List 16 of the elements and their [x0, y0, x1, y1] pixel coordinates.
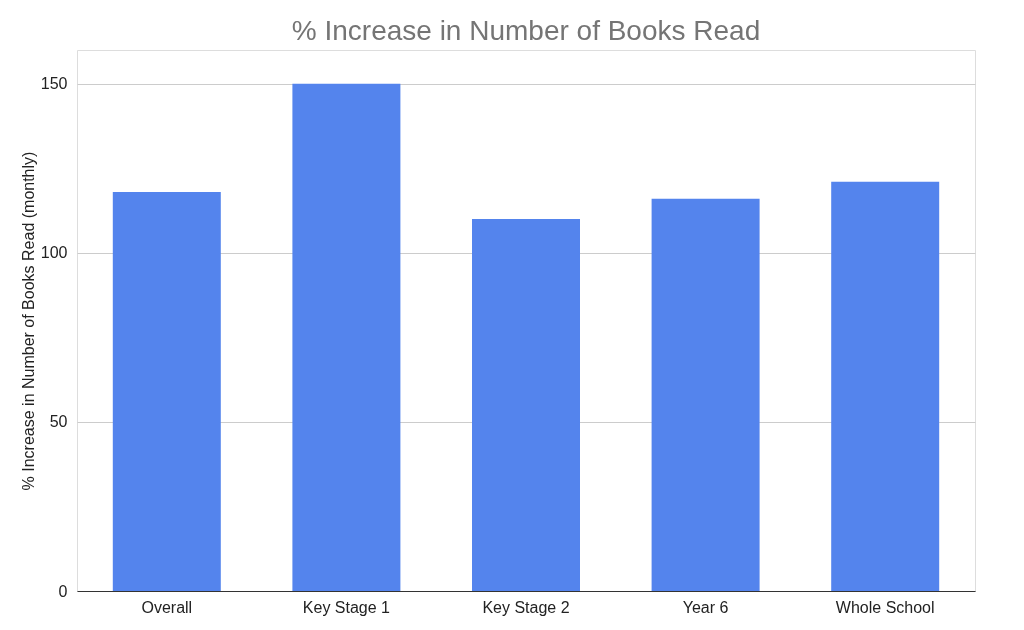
x-tick-label: Overall: [141, 598, 193, 616]
x-tick-label: Key Stage 2: [482, 598, 570, 616]
x-tick-label: Whole School: [835, 598, 935, 616]
chart-title: % Increase in Number of Books Read: [291, 15, 761, 46]
bar: [472, 219, 580, 591]
y-tick-label: 0: [58, 582, 68, 600]
bar: [292, 83, 401, 591]
x-tick-label: Key Stage 1: [302, 598, 391, 616]
y-axis-title: % Increase in Number of Books Read (monthly): [19, 151, 37, 491]
bar: [651, 198, 760, 591]
bar: [112, 192, 221, 591]
y-tick-label: 150: [40, 75, 68, 93]
bar: [831, 181, 940, 591]
y-tick-label: 50: [49, 413, 68, 431]
x-tick-label: Year 6: [682, 598, 729, 616]
y-tick-label: 100: [40, 244, 68, 262]
